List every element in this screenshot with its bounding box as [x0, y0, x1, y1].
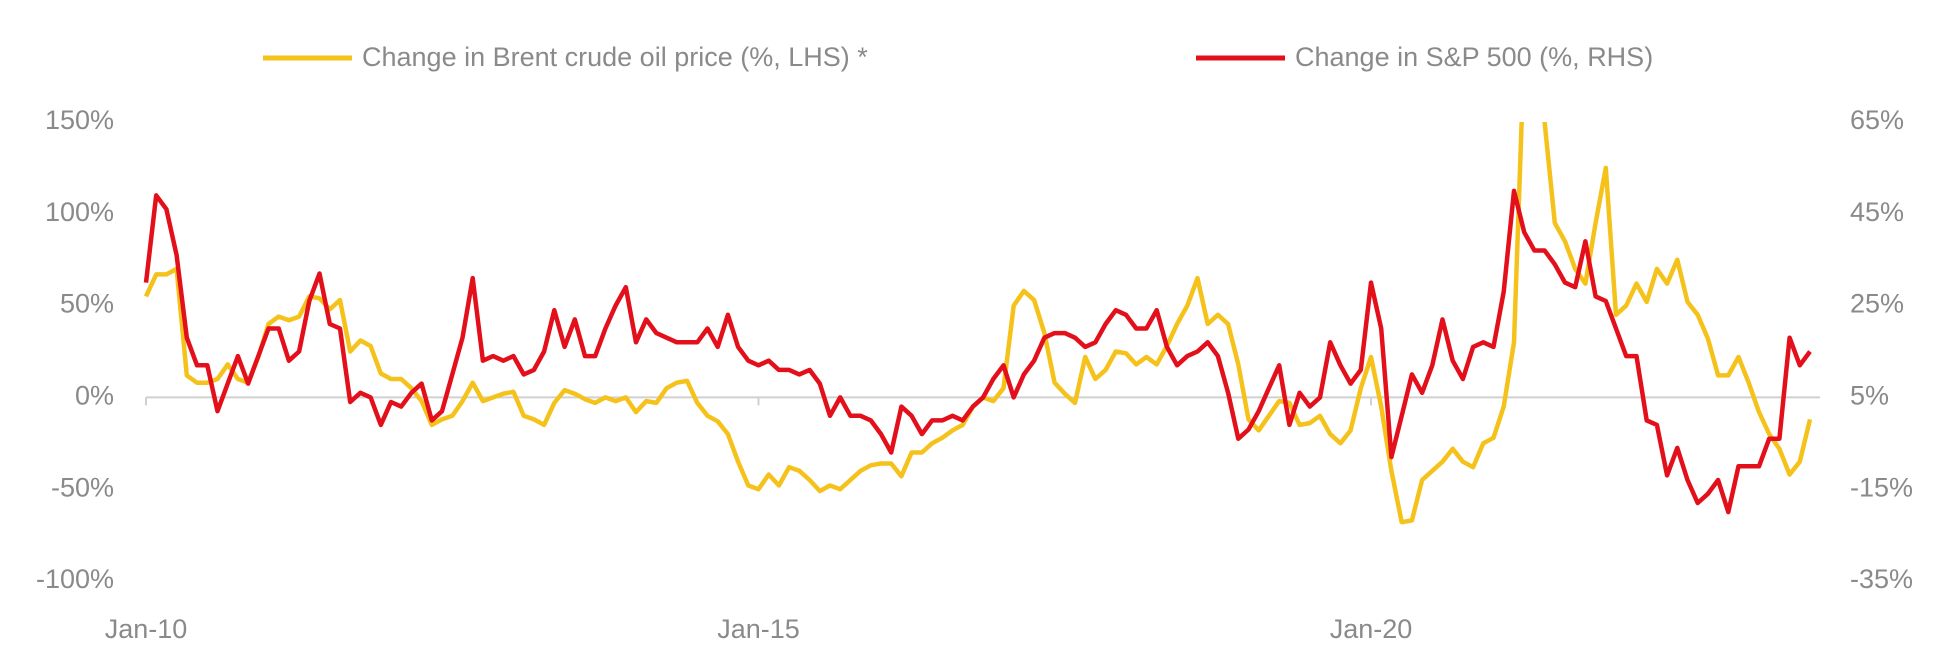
y-tick-label: -100% — [36, 564, 114, 594]
y2-tick-label: 65% — [1850, 105, 1904, 135]
y2-tick-label: 45% — [1850, 197, 1904, 227]
y2-tick-label: 5% — [1850, 381, 1889, 411]
y-tick-label: 50% — [60, 289, 114, 319]
y2-tick-label: -35% — [1850, 564, 1913, 594]
y-tick-label: 150% — [45, 105, 114, 135]
legend-label: Change in Brent crude oil price (%, LHS)… — [362, 42, 868, 72]
legend-label: Change in S&P 500 (%, RHS) — [1295, 42, 1653, 72]
y-tick-label: 0% — [75, 381, 114, 411]
y2-tick-label: 25% — [1850, 289, 1904, 319]
x-tick-label: Jan-15 — [717, 614, 800, 644]
series-line — [143, 188, 1812, 515]
y-tick-label: -50% — [51, 472, 114, 502]
x-tick-label: Jan-10 — [105, 614, 188, 644]
y2-tick-label: -15% — [1850, 472, 1913, 502]
x-tick-label: Jan-20 — [1330, 614, 1413, 644]
y-tick-label: 100% — [45, 197, 114, 227]
plot-area — [143, 122, 1813, 525]
